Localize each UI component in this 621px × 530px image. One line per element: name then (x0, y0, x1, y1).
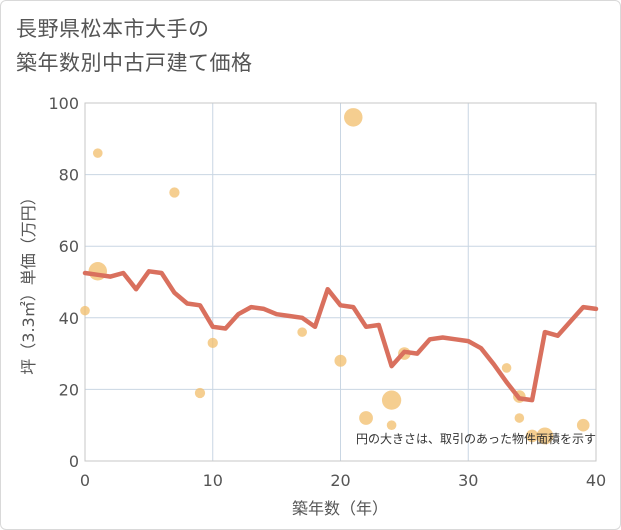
x-tick-label: 0 (80, 471, 90, 490)
grid (85, 103, 596, 461)
bubble-point (525, 429, 539, 443)
x-tick-label: 40 (586, 471, 606, 490)
chart-title: 長野県松本市大手の 築年数別中古戸建て価格 (16, 12, 436, 80)
y-tick-label: 80 (59, 166, 79, 185)
y-tick-label: 100 (48, 94, 79, 113)
title-line-1: 長野県松本市大手の (16, 17, 210, 41)
bubble-point (80, 305, 90, 316)
bubble-point (536, 427, 554, 445)
x-tick-label: 20 (330, 471, 350, 490)
y-tick-label: 20 (59, 380, 79, 399)
bubble-point (194, 387, 206, 399)
y-tick-label: 0 (69, 452, 79, 471)
bubble-point (92, 148, 103, 158)
plot-frame (84, 102, 597, 462)
bubble-point (297, 327, 307, 337)
y-axis-title: 坪（3.3㎡）単価（万円） (19, 189, 38, 374)
title-line-2: 築年数別中古戸建て価格 (16, 51, 253, 75)
bubble-point (386, 420, 397, 431)
bubble-point (334, 354, 347, 367)
bubble-point (344, 108, 363, 127)
size-note: 円の大きさは、取引のあった物件面積を示す (356, 431, 596, 446)
average-price-line (82, 269, 599, 403)
line-layer (82, 269, 599, 403)
bubble-point (381, 390, 402, 410)
x-tick-label: 10 (203, 471, 223, 490)
y-tick-label: 60 (59, 237, 79, 256)
bubble-point (514, 413, 525, 423)
tick-layer: 0 10 20 30 40 0 20 40 60 80 100 (48, 94, 606, 490)
bubble-point (207, 337, 218, 349)
bubble-point (576, 418, 590, 432)
bubble-point (169, 187, 180, 198)
bubble-point (359, 411, 373, 425)
x-tick-label: 30 (458, 471, 478, 490)
y-tick-label: 40 (59, 309, 79, 328)
x-axis-title: 築年数（年） (292, 499, 388, 518)
bubble-point (501, 363, 512, 373)
